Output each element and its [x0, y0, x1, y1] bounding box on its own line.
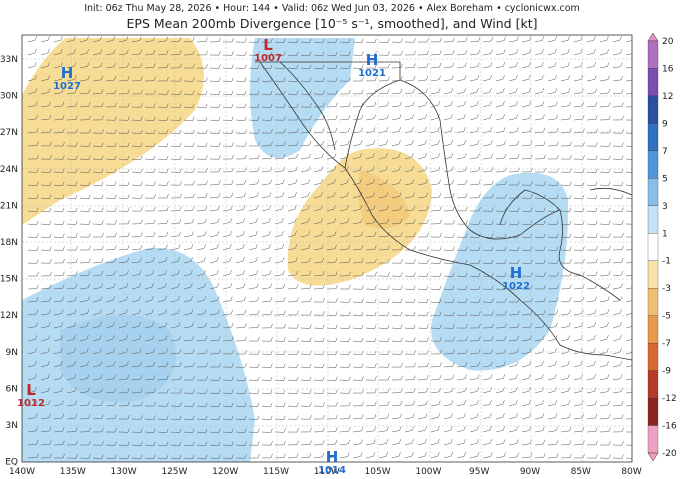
lat-label: 3N	[6, 421, 18, 431]
colorbar-swatch	[647, 68, 659, 97]
colorbar-label: -20	[662, 449, 677, 459]
center-value: 1022	[502, 281, 530, 292]
colorbar-swatch	[647, 95, 659, 124]
lon-label: 95W	[469, 467, 489, 477]
colorbar-bottom	[647, 452, 659, 462]
colorbar-swatch	[647, 233, 659, 261]
colorbar-label: 16	[662, 64, 674, 74]
colorbar: 20 16 12 9 7 5 3 1 -1 -3 -5 -7 -9 -12 -16 -20	[647, 32, 677, 462]
colorbar-label: 9	[662, 119, 668, 129]
plot-area	[22, 35, 632, 462]
lat-label: 30N	[0, 92, 18, 102]
colorbar-label: 3	[662, 202, 668, 212]
lon-label: 125W	[161, 467, 187, 477]
colorbar-swatch	[647, 425, 659, 454]
center-letter: L	[263, 36, 273, 54]
colorbar-swatch	[647, 370, 659, 399]
lon-label: 110W	[314, 467, 340, 477]
colorbar-label: -5	[662, 312, 671, 322]
center-letter: H	[510, 264, 523, 282]
colorbar-label: -7	[662, 339, 671, 349]
colorbar-swatch	[647, 260, 659, 289]
header: Init: 06z Thu May 28, 2026 • Hour: 144 •…	[84, 3, 580, 14]
lon-label: 105W	[365, 467, 391, 477]
colorbar-label: -12	[662, 394, 677, 404]
center-value: 1014	[318, 465, 346, 476]
colorbar-label: -1	[662, 257, 671, 267]
lat-label: 9N	[6, 348, 18, 358]
title: EPS Mean 200mb Divergence [10⁻⁵ s⁻¹, smo…	[127, 16, 538, 31]
colorbar-swatch	[647, 288, 659, 316]
center-value: 1007	[254, 53, 282, 64]
lon-label: 100W	[415, 467, 441, 477]
colorbar-top	[647, 32, 659, 42]
center-value: 1021	[358, 68, 386, 79]
center-letter: H	[366, 51, 379, 69]
lat-label: 21N	[0, 201, 18, 211]
colorbar-label: 12	[662, 92, 673, 102]
center-letter: H	[61, 64, 74, 82]
lat-label: 33N	[0, 55, 18, 65]
colorbar-label: 5	[662, 174, 668, 184]
colorbar-label: -3	[662, 284, 671, 294]
center-letter: H	[326, 448, 339, 466]
lat-label: 24N	[0, 165, 18, 175]
lon-label: 135W	[60, 467, 86, 477]
lat-label: EQ	[5, 458, 18, 468]
colorbar-swatch	[647, 178, 659, 206]
colorbar-swatch	[647, 123, 659, 152]
lon-label: 115W	[263, 467, 289, 477]
colorbar-label: 20	[662, 37, 674, 47]
lon-label: 80W	[621, 467, 641, 477]
center-value: 1027	[53, 81, 81, 92]
lat-label: 6N	[6, 384, 18, 394]
colorbar-swatch	[647, 40, 659, 69]
colorbar-label: 7	[662, 147, 668, 157]
colorbar-swatch	[647, 342, 659, 371]
colorbar-swatch	[647, 397, 659, 426]
colorbar-swatch	[647, 150, 659, 179]
lat-label: 12N	[0, 311, 18, 321]
lat-label: 18N	[0, 238, 18, 248]
colorbar-swatch	[647, 315, 659, 344]
lat-label: 15N	[0, 275, 18, 285]
lon-label: 90W	[520, 467, 540, 477]
colorbar-label: -16	[662, 422, 677, 432]
lon-label: 85W	[571, 467, 591, 477]
center-value: 1012	[17, 398, 45, 409]
colorbar-label: -9	[662, 367, 671, 377]
lat-label: 27N	[0, 128, 18, 138]
lon-label: 130W	[111, 467, 137, 477]
center-letter: L	[26, 381, 36, 399]
barb-path	[27, 36, 632, 460]
colorbar-swatch	[647, 205, 659, 234]
colorbar-label: 1	[662, 229, 668, 239]
lon-label: 140W	[9, 467, 35, 477]
lon-label: 120W	[212, 467, 238, 477]
wind-barbs	[27, 36, 632, 460]
